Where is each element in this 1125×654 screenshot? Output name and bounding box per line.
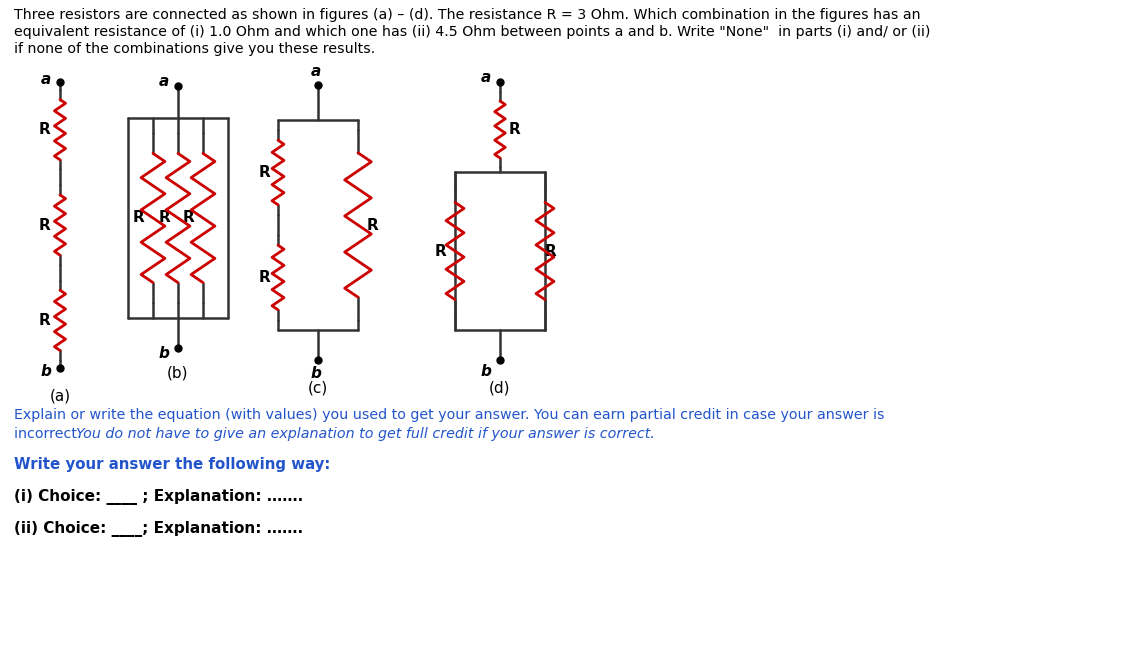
Text: R: R (544, 243, 556, 258)
Text: a: a (40, 71, 51, 86)
Text: R: R (38, 122, 49, 137)
Text: R: R (435, 243, 447, 258)
Text: R: R (38, 218, 49, 233)
Text: b: b (159, 345, 170, 360)
Text: R: R (159, 211, 170, 226)
Text: if none of the combinations give you these results.: if none of the combinations give you the… (14, 42, 376, 56)
Text: R: R (258, 165, 270, 180)
Text: R: R (133, 211, 145, 226)
Text: a: a (310, 63, 321, 78)
Text: R: R (508, 122, 520, 137)
Text: Explain or write the equation (with values) you used to get your answer. You can: Explain or write the equation (with valu… (14, 408, 884, 422)
Text: R: R (38, 313, 49, 328)
Text: R: R (183, 211, 195, 226)
Text: equivalent resistance of (i) 1.0 Ohm and which one has (ii) 4.5 Ohm between poin: equivalent resistance of (i) 1.0 Ohm and… (14, 25, 930, 39)
Text: incorrect.: incorrect. (14, 427, 86, 441)
Text: b: b (310, 366, 322, 381)
Text: b: b (40, 364, 52, 379)
Text: (a): (a) (50, 388, 71, 404)
Text: b: b (480, 364, 492, 379)
Text: (d): (d) (489, 381, 511, 396)
Text: Write your answer the following way:: Write your answer the following way: (14, 457, 331, 472)
Text: (b): (b) (168, 366, 189, 381)
Text: (c): (c) (308, 381, 328, 396)
Text: R: R (258, 270, 270, 285)
Text: a: a (159, 73, 169, 88)
Text: Three resistors are connected as shown in figures (a) – (d). The resistance R = : Three resistors are connected as shown i… (14, 8, 920, 22)
Text: You do not have to give an explanation to get full credit if your answer is corr: You do not have to give an explanation t… (76, 427, 655, 441)
Text: (i) Choice: ____ ; Explanation: …….: (i) Choice: ____ ; Explanation: ……. (14, 489, 304, 505)
Text: R: R (366, 218, 378, 233)
Text: a: a (480, 69, 492, 84)
Text: (ii) Choice: ____; Explanation: …….: (ii) Choice: ____; Explanation: ……. (14, 521, 303, 537)
